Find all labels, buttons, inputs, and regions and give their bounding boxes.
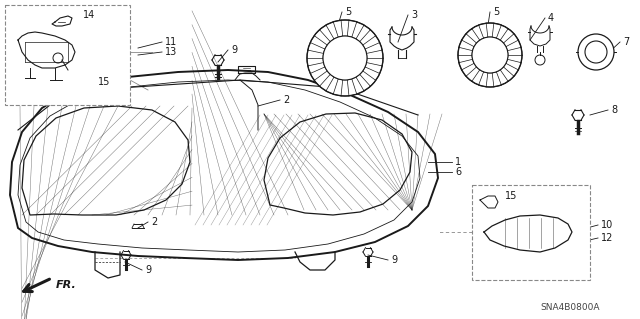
Text: 2: 2 xyxy=(283,95,289,105)
Text: 10: 10 xyxy=(601,220,613,230)
Circle shape xyxy=(585,41,607,63)
Text: 12: 12 xyxy=(601,233,613,243)
Text: 9: 9 xyxy=(231,45,237,55)
Bar xyxy=(5,5,130,105)
Text: 7: 7 xyxy=(623,37,629,47)
Circle shape xyxy=(323,36,367,80)
Text: 13: 13 xyxy=(165,47,177,57)
Text: 3: 3 xyxy=(411,10,417,20)
Text: 5: 5 xyxy=(345,7,351,17)
Text: 15: 15 xyxy=(98,77,110,87)
Text: 2: 2 xyxy=(151,217,157,227)
Text: 9: 9 xyxy=(145,265,151,275)
Text: 8: 8 xyxy=(611,105,617,115)
Bar xyxy=(472,185,590,280)
Text: 11: 11 xyxy=(165,37,177,47)
Circle shape xyxy=(472,37,508,73)
Text: 15: 15 xyxy=(505,191,517,201)
Circle shape xyxy=(307,20,383,96)
Text: 5: 5 xyxy=(493,7,499,17)
Text: FR.: FR. xyxy=(56,280,77,290)
Text: 9: 9 xyxy=(391,255,397,265)
Circle shape xyxy=(578,34,614,70)
Circle shape xyxy=(458,23,522,87)
Text: SNA4B0800A: SNA4B0800A xyxy=(540,303,600,313)
Text: 1: 1 xyxy=(455,157,461,167)
Text: 4: 4 xyxy=(548,13,554,23)
Text: 14: 14 xyxy=(83,10,95,20)
Text: 6: 6 xyxy=(455,167,461,177)
